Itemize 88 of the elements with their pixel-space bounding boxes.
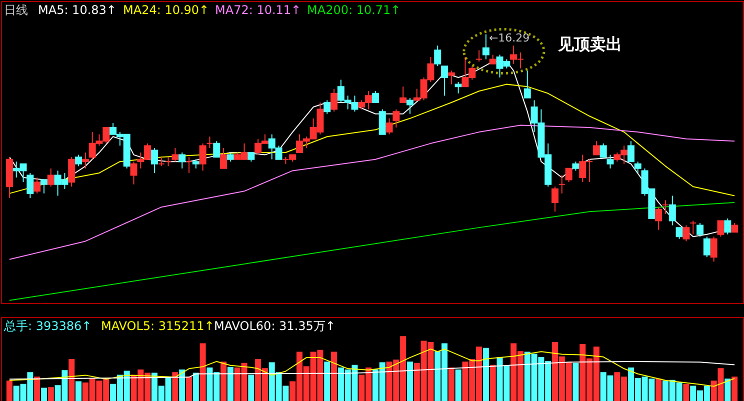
candlestick bbox=[724, 218, 732, 235]
candlestick bbox=[406, 97, 414, 114]
candlestick bbox=[448, 70, 455, 85]
candlestick bbox=[572, 161, 580, 172]
bar bbox=[248, 374, 254, 401]
candlestick bbox=[662, 200, 669, 214]
bar bbox=[331, 352, 338, 401]
candlestick bbox=[40, 179, 48, 194]
bar bbox=[76, 381, 82, 401]
candlestick bbox=[192, 158, 200, 169]
candlestick bbox=[150, 147, 158, 174]
bar bbox=[227, 366, 234, 401]
bar bbox=[220, 362, 227, 401]
candlestick bbox=[565, 168, 572, 183]
candlestick bbox=[690, 220, 697, 235]
bar bbox=[683, 384, 690, 401]
bar bbox=[192, 372, 199, 401]
bar bbox=[40, 388, 47, 401]
candlestick bbox=[400, 86, 407, 103]
candlestick bbox=[34, 177, 41, 194]
candlestick bbox=[47, 168, 54, 188]
candlestick bbox=[731, 222, 738, 233]
candlestick bbox=[172, 147, 179, 162]
candlestick bbox=[627, 140, 634, 162]
candlestick bbox=[378, 108, 386, 135]
candlestick bbox=[696, 222, 704, 238]
candlestick bbox=[682, 224, 690, 242]
text: MAVOL60: 31.35万↑ bbox=[214, 319, 336, 333]
candlestick bbox=[710, 236, 718, 262]
candlestick bbox=[655, 206, 662, 230]
bar bbox=[6, 380, 12, 401]
candlestick bbox=[552, 186, 558, 212]
bar bbox=[186, 376, 192, 401]
candlestick bbox=[213, 140, 220, 158]
candlestick bbox=[68, 156, 76, 188]
candlestick bbox=[676, 227, 683, 240]
candlestick bbox=[158, 156, 165, 167]
candlestick bbox=[82, 152, 89, 169]
candlestick bbox=[372, 90, 379, 103]
chart-title: 日线 bbox=[4, 3, 28, 17]
candlestick bbox=[482, 34, 490, 60]
bar bbox=[732, 376, 738, 401]
bar bbox=[448, 368, 454, 401]
bar bbox=[482, 348, 489, 401]
bar bbox=[200, 343, 206, 401]
bar bbox=[48, 387, 54, 401]
candlestick bbox=[558, 174, 566, 194]
text: MA72: 10.11↑ bbox=[215, 3, 302, 17]
candlestick bbox=[703, 236, 710, 258]
text: MA24: 10.90↑ bbox=[123, 3, 210, 17]
annotation: ←16.29 bbox=[488, 31, 530, 44]
annotation: 见顶卖出 bbox=[556, 34, 622, 54]
bar bbox=[34, 376, 40, 401]
candlestick bbox=[199, 142, 206, 172]
candlestick bbox=[186, 156, 192, 174]
text: MA200: 10.71↑ bbox=[307, 3, 401, 17]
bar bbox=[172, 372, 178, 401]
bar bbox=[455, 369, 462, 401]
candlestick bbox=[634, 161, 642, 174]
candlestick bbox=[324, 100, 331, 114]
bar bbox=[324, 362, 330, 401]
text: MA5: 10.83↑ bbox=[38, 3, 116, 17]
candlestick bbox=[26, 172, 34, 198]
candlestick bbox=[476, 50, 483, 62]
candlestick bbox=[206, 136, 214, 148]
candlestick bbox=[226, 152, 234, 162]
bar bbox=[68, 359, 75, 401]
bar bbox=[572, 362, 579, 401]
bar bbox=[490, 364, 496, 401]
candlestick bbox=[164, 156, 172, 167]
bar bbox=[724, 378, 731, 401]
candlestick bbox=[592, 140, 600, 156]
candlestick bbox=[441, 66, 448, 96]
text: 总手: 393386↑ bbox=[3, 319, 92, 333]
candlestick bbox=[524, 70, 531, 98]
candlestick bbox=[434, 45, 442, 67]
candlestick bbox=[220, 147, 228, 169]
candlestick bbox=[75, 154, 82, 167]
candlestick bbox=[330, 88, 338, 112]
candlestick bbox=[178, 152, 186, 169]
candlestick bbox=[489, 54, 496, 64]
candlestick bbox=[717, 220, 724, 238]
bar bbox=[406, 362, 413, 401]
text: MAVOL5: 315211↑ bbox=[101, 319, 214, 333]
bar bbox=[179, 369, 186, 401]
candlestick bbox=[668, 195, 676, 226]
candlestick bbox=[248, 152, 255, 162]
bar bbox=[656, 378, 662, 401]
